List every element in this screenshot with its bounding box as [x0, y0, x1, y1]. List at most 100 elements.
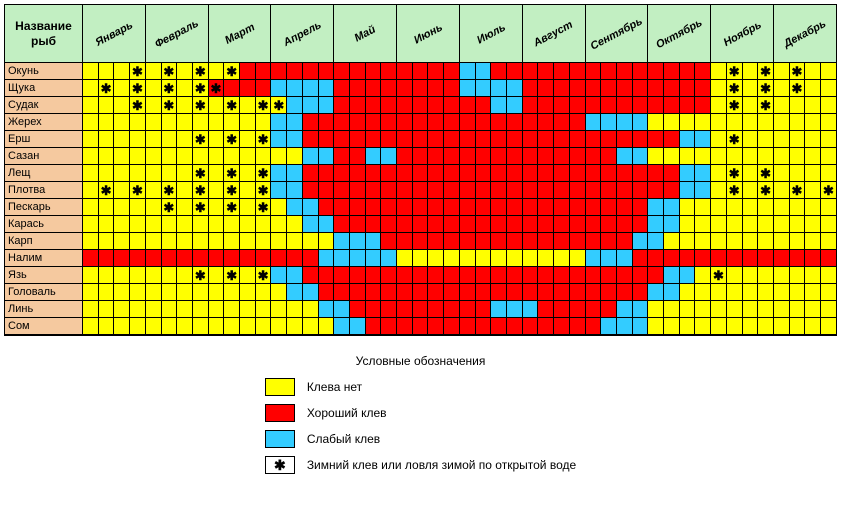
calendar-cell [397, 284, 413, 301]
calendar-cell [397, 250, 413, 267]
calendar-cell [570, 148, 586, 165]
calendar-cell [224, 301, 240, 318]
calendar-cell [805, 63, 821, 80]
calendar-cell [523, 80, 539, 97]
calendar-cell [695, 165, 711, 182]
calendar-cell [523, 114, 539, 131]
calendar-cell [146, 97, 162, 114]
calendar-cell [444, 80, 460, 97]
calendar-cell [397, 131, 413, 148]
calendar-cell [633, 233, 649, 250]
calendar-cell [664, 216, 680, 233]
calendar-cell [287, 80, 303, 97]
calendar-cell: ✱ [162, 80, 178, 97]
calendar-cell [476, 131, 492, 148]
calendar-cell [428, 267, 444, 284]
calendar-cell [366, 165, 382, 182]
calendar-cell [570, 80, 586, 97]
calendar-cell [476, 97, 492, 114]
calendar-cell [162, 250, 178, 267]
calendar-cell [507, 199, 523, 216]
calendar-cell [381, 284, 397, 301]
legend-item: Клева нет [265, 378, 576, 396]
fish-row: Лещ✱✱✱✱✱ [5, 165, 836, 182]
calendar-cell [538, 131, 554, 148]
calendar-cell [460, 267, 476, 284]
calendar-cell [790, 284, 806, 301]
calendar-cell [758, 250, 774, 267]
calendar-cell [507, 63, 523, 80]
calendar-cell [758, 284, 774, 301]
calendar-cell [334, 233, 350, 250]
calendar-cell [523, 182, 539, 199]
calendar-cell [633, 318, 649, 335]
calendar-cell [586, 63, 602, 80]
calendar-cell [366, 199, 382, 216]
calendar-cell [177, 114, 193, 131]
calendar-cell [570, 318, 586, 335]
calendar-cell [538, 301, 554, 318]
calendar-cell [334, 63, 350, 80]
calendar-cell [491, 148, 507, 165]
calendar-cell [695, 148, 711, 165]
calendar-cell [491, 182, 507, 199]
calendar-cell [162, 318, 178, 335]
fish-row: Головаль [5, 284, 836, 301]
calendar-cell [711, 301, 727, 318]
calendar-cell [162, 284, 178, 301]
calendar-cell [334, 80, 350, 97]
calendar-cell [99, 284, 115, 301]
calendar-cell [162, 233, 178, 250]
calendar-cell [617, 80, 633, 97]
calendar-cell [381, 63, 397, 80]
calendar-cell [586, 80, 602, 97]
calendar-cell [664, 233, 680, 250]
calendar-cell [821, 114, 836, 131]
calendar-cell [413, 148, 429, 165]
calendar-cell [413, 250, 429, 267]
calendar-cell [711, 233, 727, 250]
calendar-cell [240, 131, 256, 148]
calendar-cell [476, 182, 492, 199]
calendar-cell [664, 148, 680, 165]
calendar-cell [460, 148, 476, 165]
calendar-cell [162, 267, 178, 284]
calendar-cell [648, 301, 664, 318]
calendar-cell [695, 80, 711, 97]
calendar-cell [114, 182, 130, 199]
calendar-cell [774, 199, 790, 216]
calendar-cell [554, 250, 570, 267]
calendar-cell [460, 97, 476, 114]
legend-item: Слабый клев [265, 430, 576, 448]
calendar-cell [319, 216, 335, 233]
calendar-cell [570, 182, 586, 199]
calendar-cell [381, 267, 397, 284]
calendar-cell [240, 199, 256, 216]
calendar-cell [523, 250, 539, 267]
calendar-cell [271, 284, 287, 301]
calendar-cell: ✱ [193, 199, 209, 216]
calendar-cell [177, 199, 193, 216]
calendar-cell [680, 165, 696, 182]
calendar-cell [538, 165, 554, 182]
calendar-cell [366, 250, 382, 267]
calendar-cell [633, 63, 649, 80]
calendar-cell [193, 301, 209, 318]
legend-swatch [265, 430, 295, 448]
calendar-cell: ✱ [256, 165, 272, 182]
calendar-cell [570, 250, 586, 267]
calendar-cell [303, 233, 319, 250]
calendar-cell [444, 267, 460, 284]
calendar-cell [114, 301, 130, 318]
calendar-cell [727, 267, 743, 284]
calendar-cell [413, 131, 429, 148]
month-header: Август [523, 5, 586, 63]
calendar-cell [177, 97, 193, 114]
calendar-cell [774, 80, 790, 97]
calendar-cell [350, 131, 366, 148]
calendar-cell [303, 131, 319, 148]
calendar-cell [680, 63, 696, 80]
calendar-cell: ✱ [271, 97, 287, 114]
calendar-cell [83, 97, 99, 114]
calendar-cell [428, 148, 444, 165]
